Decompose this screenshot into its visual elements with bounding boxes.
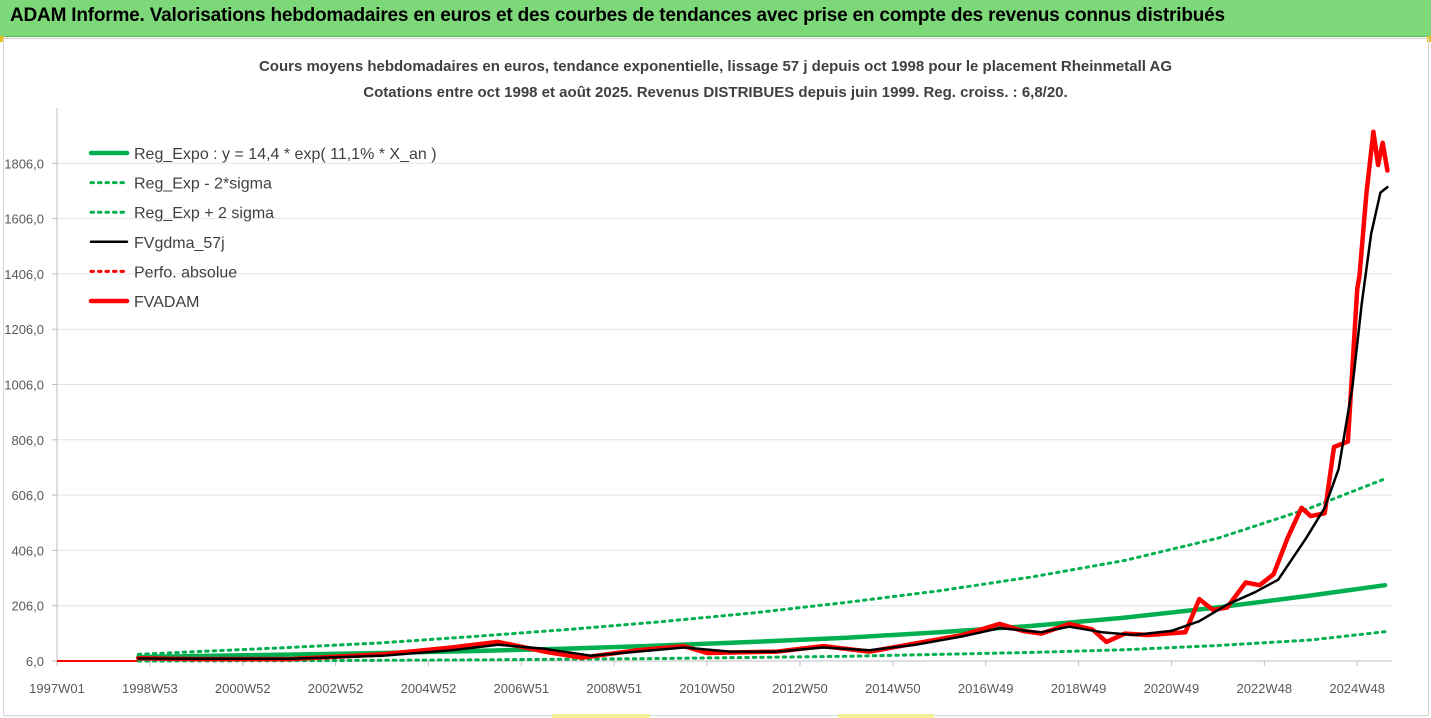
x-tick-label: 2024W48: [1329, 681, 1385, 696]
chart-gridlines: [57, 162, 1392, 607]
bottom-marker: [838, 714, 934, 718]
x-tick-label: 1998W53: [122, 681, 178, 696]
series-reg-expo-y-14-4-exp-11-1: [136, 582, 1388, 660]
y-tick-label: 1006,0: [4, 378, 44, 393]
legend-label: Reg_Exp - 2*sigma: [134, 176, 272, 193]
x-tick-label: 2014W50: [865, 681, 921, 696]
x-axis: 1997W01 1998W53 2000W52 2002W52 2004W52 2006W…: [29, 660, 1392, 696]
y-tick-label: 1806,0: [4, 156, 44, 171]
series-reg-exp-2-sigma: [136, 630, 1387, 663]
banner-title: ADAM Informe. Valorisations hebdomadaire…: [10, 5, 1225, 26]
y-tick-label: 606,0: [11, 488, 44, 503]
x-tick-label: 2002W52: [308, 681, 364, 696]
y-tick-label: 1406,0: [4, 267, 44, 282]
chart-series: [57, 129, 1390, 663]
chart-legend: Reg_Expo : y = 14,4 * exp( 11,1% * X_an …: [88, 146, 437, 311]
x-tick-label: 2018W49: [1051, 681, 1107, 696]
y-tick-label: 1606,0: [4, 212, 44, 227]
legend-label: Perfo. absolue: [134, 264, 237, 281]
legend-label: FVADAM: [134, 294, 199, 311]
x-tick-label: 2000W52: [215, 681, 271, 696]
x-tick-label: 2008W51: [586, 681, 642, 696]
bottom-marker: [552, 714, 650, 718]
y-axis: 6,0 206,0 406,0 606,0 806,0 1006,0 1206,0 1406,…: [4, 108, 58, 669]
legend-label: FVgdma_57j: [134, 235, 225, 252]
x-tick-label: 1997W01: [29, 681, 85, 696]
y-tick-label: 806,0: [11, 433, 44, 448]
x-tick-label: 2010W50: [679, 681, 735, 696]
report-banner: ADAM Informe. Valorisations hebdomadaire…: [0, 0, 1431, 37]
x-tick-label: 2020W49: [1144, 681, 1200, 696]
y-tick-label: 6,0: [26, 654, 44, 669]
x-tick-label: 2006W51: [494, 681, 550, 696]
x-tick-label: 2022W48: [1236, 681, 1292, 696]
series-fvadam: [136, 129, 1390, 662]
chart-title-line2: Cotations entre oct 1998 et août 2025. R…: [363, 84, 1068, 101]
corner-marker: [0, 36, 4, 42]
chart-frame: [3, 38, 1429, 716]
y-tick-label: 1206,0: [4, 322, 44, 337]
y-tick-label: 406,0: [11, 543, 44, 558]
chart-title-line1: Cours moyens hebdomadaires en euros, ten…: [258, 58, 1173, 75]
legend-label: Reg_Expo : y = 14,4 * exp( 11,1% * X_an …: [134, 146, 437, 163]
x-tick-label: 2016W49: [958, 681, 1014, 696]
legend-label: Reg_Exp + 2 sigma: [134, 205, 274, 222]
y-tick-label: 206,0: [11, 599, 44, 614]
x-tick-label: 2004W52: [401, 681, 457, 696]
x-tick-label: 2012W50: [772, 681, 828, 696]
corner-marker: [1427, 36, 1431, 42]
series-reg-exp-2-sigma: [136, 477, 1387, 656]
series-fvgdma-57j: [137, 185, 1389, 661]
